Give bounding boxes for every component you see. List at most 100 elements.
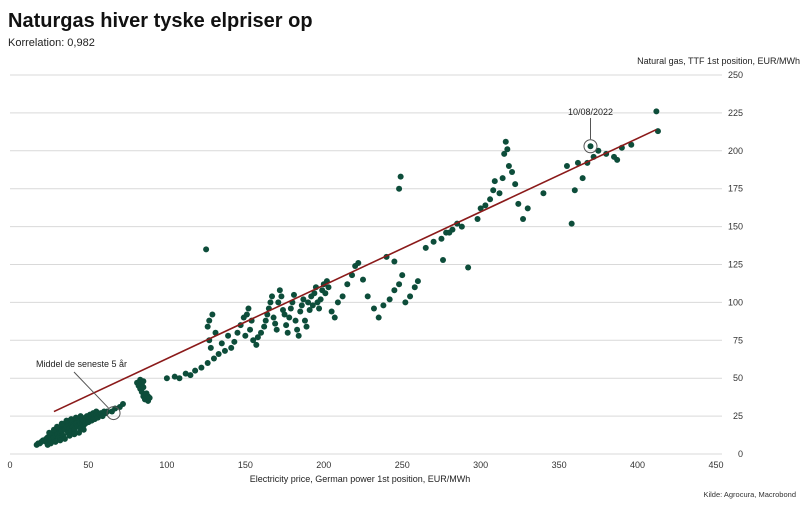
scatter-point [243,311,250,318]
scatter-point [77,413,84,420]
x-tick-label: 200 [316,460,331,470]
y-axis-label: Natural gas, TTF 1st position, EUR/MWh [637,56,800,66]
scatter-point [294,326,301,333]
scatter-point [309,302,316,309]
annotation-label-2022: 10/08/2022 [568,107,613,117]
y-tick-label: 250 [728,70,743,80]
scatter-point [501,150,508,157]
scatter-point [504,146,511,153]
scatter-point [499,175,506,182]
scatter-point [247,326,254,333]
scatter-point [391,287,398,294]
scatter-point [311,290,318,297]
x-tick-label: 50 [83,460,93,470]
scatter-point [262,317,269,324]
scatter-point [66,432,73,439]
scatter-point [334,299,341,306]
scatter-point [287,305,294,312]
x-tick-label: 300 [473,460,488,470]
scatter-point [458,223,465,230]
scatter-point [355,259,362,266]
scatter-point [270,314,277,321]
trendline [53,128,657,413]
scatter-point [198,364,205,371]
scatter-point [305,299,312,306]
scatter-point [474,216,481,223]
scatter-point [380,302,387,309]
x-axis-ticks: 0 50 100 150 200 250 300 350 400 450 [7,460,723,470]
scatter-point [258,329,265,336]
scatter-point [317,296,324,303]
scatter-point [628,141,635,148]
scatter-point [328,308,335,315]
scatter-point [253,341,260,348]
scatter-point [502,138,509,145]
y-tick-label: 175 [728,184,743,194]
scatter-point [540,190,547,197]
scatter-point [272,320,279,327]
x-tick-label: 250 [395,460,410,470]
scatter-point [61,435,68,442]
scatter-point [192,367,199,374]
scatter-point [46,429,53,436]
scatter-point [396,185,403,192]
annotations: 10/08/2022 Middel de seneste 5 år [36,107,613,421]
scatter-point [245,305,252,312]
y-tick-label: 50 [733,373,743,383]
scatter-point [402,299,409,306]
scatter-point [496,190,503,197]
scatter-point [579,175,586,182]
x-tick-label: 450 [708,460,723,470]
scatter-point [298,302,305,309]
scatter-point [176,375,183,382]
scatter-point [407,293,414,300]
y-axis-ticks: 0 25 50 75 100 125 150 175 200 225 250 [728,70,743,459]
scatter-point [218,340,225,347]
scatter-point [587,143,594,150]
scatter-point [146,394,153,401]
scatter-point [574,159,581,166]
x-tick-label: 0 [7,460,12,470]
scatter-point [440,256,447,263]
y-tick-label: 200 [728,146,743,156]
y-tick-label: 75 [733,335,743,345]
scatter-point [207,344,214,351]
scatter-point [284,329,291,336]
scatter-point [261,323,268,330]
y-tick-label: 150 [728,222,743,232]
scatter-point [512,181,519,188]
scatter-point [163,375,170,382]
scatter-point [375,314,382,321]
scatter-point [279,306,286,313]
scatter-point [273,326,280,333]
scatter-point [414,278,421,285]
scatter-point [215,350,222,357]
scatter-point [295,332,302,339]
annotation-leader-5yr-mean [73,371,109,409]
scatter-point [422,244,429,251]
scatter-point [515,200,522,207]
scatter-point [71,431,78,438]
x-tick-label: 100 [159,460,174,470]
scatter-point [344,281,351,288]
scatter-point [187,372,194,379]
scatter-point [254,334,261,341]
scatter-point [490,187,497,194]
scatter-point [446,229,453,236]
scatter-point [250,337,257,344]
gridlines [10,74,722,455]
scatter-point [430,238,437,245]
scatter-point [396,281,403,288]
scatter-point [654,128,661,135]
scatter-point [477,205,484,212]
scatter-point [391,258,398,265]
scatter-point [297,308,304,315]
scatter-point [206,317,213,324]
scatter-point [339,293,346,300]
y-tick-label: 0 [738,449,743,459]
scatter-point [140,384,147,391]
scatter-point [571,187,578,194]
scatter-point [76,429,83,436]
scatter-point [242,332,249,339]
